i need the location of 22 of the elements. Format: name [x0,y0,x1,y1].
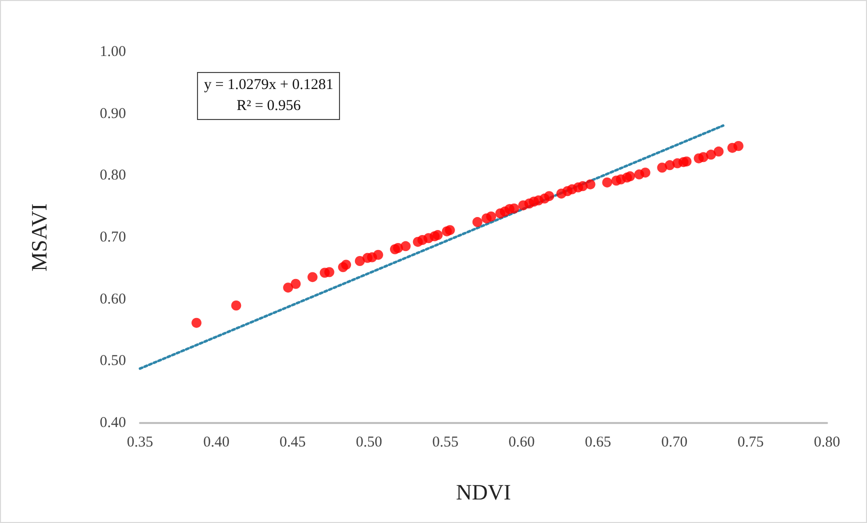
equation-box: y = 1.0279x + 0.1281 R² = 0.956 [197,72,340,120]
x-tick-label: 0.40 [203,434,230,450]
y-tick-label: 0.90 [100,106,126,122]
y-tick-label: 0.60 [100,291,126,308]
annotation: y = 1.0279x + 0.1281 [204,76,334,95]
annotation: R² = 0.956 [236,97,302,116]
y-tick-label: 0.40 [100,415,126,431]
y-tick-label: 0.50 [100,353,126,370]
x-tick-label: 0.45 [280,434,306,450]
x-axis-title: NDVI [456,480,511,504]
x-tick-label: 0.60 [508,434,535,450]
x-tick-label: 0.65 [584,434,612,450]
x-tick-label: 0.50 [356,434,382,450]
x-tick-label: 0.55 [432,434,458,450]
y-tick-label: 1.00 [100,44,126,60]
x-tick-label: 0.75 [738,434,764,450]
y-axis-title: MSAVI [26,203,52,272]
x-tick-label: 0.80 [814,434,840,450]
y-tick-label: 0.80 [100,168,126,184]
x-tick-label: 0.70 [661,434,688,450]
y-tick-label: 0.70 [100,230,126,246]
x-tick-label: 0.35 [126,434,154,450]
